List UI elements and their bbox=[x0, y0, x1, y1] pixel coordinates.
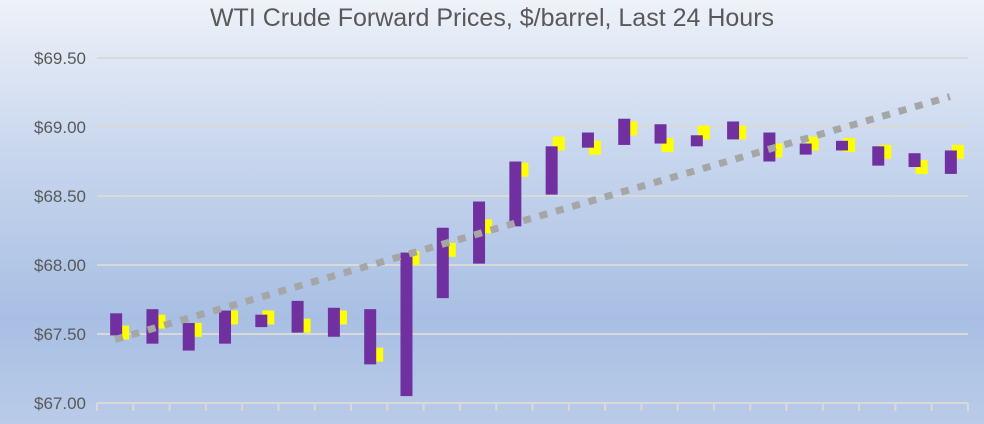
y-tick-label: $68.00 bbox=[34, 256, 86, 275]
price-bar bbox=[219, 310, 232, 344]
y-tick-label: $69.00 bbox=[34, 118, 86, 137]
price-bar bbox=[727, 121, 740, 140]
y-tick-label: $67.50 bbox=[34, 325, 86, 344]
price-bar bbox=[618, 118, 631, 145]
price-bar bbox=[110, 313, 123, 336]
price-bar bbox=[255, 314, 268, 328]
price-bar bbox=[872, 146, 885, 166]
trendline bbox=[114, 93, 951, 343]
price-bar bbox=[835, 140, 848, 151]
price-bar bbox=[509, 161, 522, 227]
price-bar bbox=[944, 150, 957, 174]
price-bar bbox=[364, 309, 377, 365]
price-bar bbox=[182, 322, 195, 351]
price-bar bbox=[291, 300, 304, 333]
y-tick-label: $69.50 bbox=[34, 49, 86, 68]
y-tick-label: $68.50 bbox=[34, 187, 86, 206]
price-bar bbox=[799, 143, 812, 155]
price-bar bbox=[436, 227, 449, 299]
price-bar bbox=[908, 153, 921, 168]
chart-title: WTI Crude Forward Prices, $/barrel, Last… bbox=[209, 4, 775, 32]
price-bar bbox=[400, 252, 413, 397]
price-bar bbox=[581, 132, 594, 148]
y-tick-label: $67.00 bbox=[34, 394, 86, 413]
price-bar bbox=[327, 307, 340, 337]
price-bar bbox=[654, 124, 667, 144]
price-bar bbox=[545, 146, 558, 195]
price-bar bbox=[690, 135, 703, 147]
